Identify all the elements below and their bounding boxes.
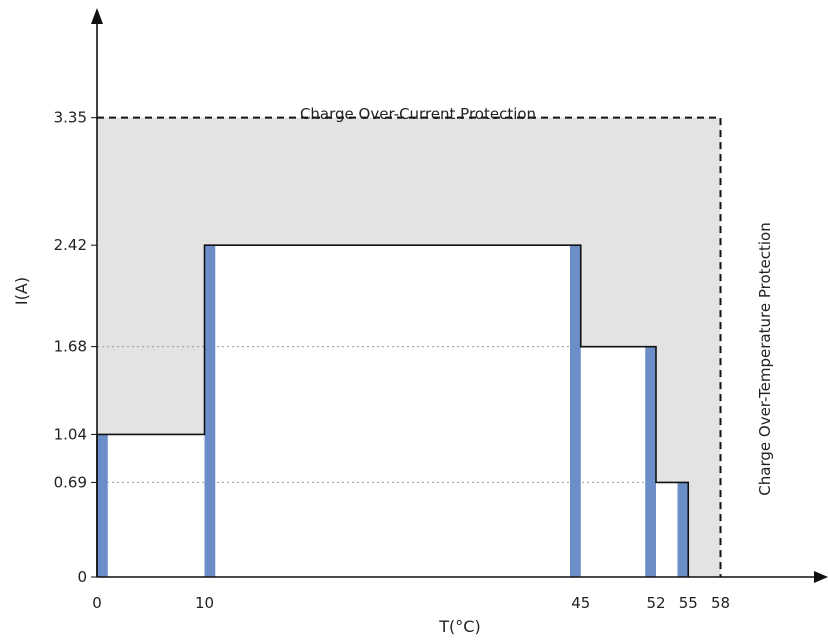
charge-current-curve	[96, 244, 690, 577]
y-tick-label: 1.04	[54, 425, 87, 443]
y-tick-label: 3.35	[54, 109, 87, 127]
y-tick-labels: 0 0.69 1.04 1.68 2.42 3.35	[54, 109, 97, 586]
over-temperature-label: Charge Over-Temperature Protection	[756, 222, 774, 495]
axes	[91, 8, 828, 583]
x-tick-label: 52	[646, 594, 665, 612]
x-tick-label: 55	[679, 594, 698, 612]
x-tick-labels: 0 10 45 52 55 58	[92, 594, 730, 612]
y-tick-label: 0.69	[54, 473, 87, 491]
threshold-band	[645, 346, 656, 577]
threshold-band	[97, 434, 108, 577]
y-axis-title: I(A)	[12, 277, 31, 305]
over-current-label: Charge Over-Current Protection	[300, 105, 536, 123]
x-tick-label: 0	[92, 594, 102, 612]
x-axis-arrow	[814, 571, 828, 583]
threshold-band	[204, 245, 216, 578]
operating-region	[97, 245, 689, 578]
threshold-band	[677, 482, 689, 577]
current-limit-line	[97, 116, 722, 577]
threshold-bands	[97, 245, 689, 578]
x-axis-title: T(°C)	[438, 617, 480, 636]
x-tick-label: 10	[195, 594, 214, 612]
x-tick-label: 45	[571, 594, 590, 612]
y-tick-label: 0	[77, 568, 87, 586]
y-axis-arrow	[91, 8, 103, 24]
x-tick-label: 58	[711, 594, 730, 612]
y-tick-label: 1.68	[54, 338, 87, 356]
threshold-band	[570, 245, 581, 578]
y-tick-label: 2.42	[54, 236, 87, 254]
